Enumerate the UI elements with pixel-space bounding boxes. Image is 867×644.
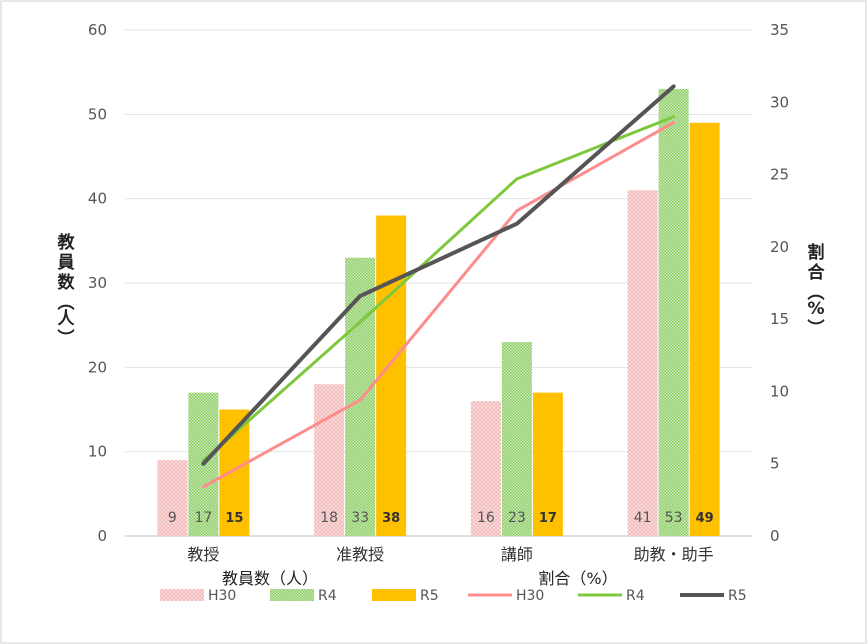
y-left-tick-label: 40 bbox=[88, 190, 107, 208]
y-left-tick-label: 0 bbox=[97, 527, 107, 545]
y-left-tick-label: 10 bbox=[88, 443, 107, 461]
bar-data-label: 33 bbox=[351, 510, 369, 526]
bar-h30 bbox=[470, 401, 501, 536]
bar-r5 bbox=[532, 392, 563, 536]
y-right-tick-label: 15 bbox=[770, 310, 789, 328]
bar-h30 bbox=[314, 384, 345, 536]
legend-swatch-bar-h30 bbox=[160, 589, 204, 601]
legend-swatch-bar-r4 bbox=[270, 589, 314, 601]
x-category-label: 講師 bbox=[501, 545, 533, 564]
line-series-h30 bbox=[201, 121, 676, 489]
legend-label: R5 bbox=[728, 588, 747, 604]
legend-label: R4 bbox=[626, 588, 645, 604]
legend-label: H30 bbox=[516, 588, 544, 604]
y-left-tick-label: 20 bbox=[88, 358, 107, 376]
bar-data-label: 41 bbox=[634, 510, 652, 526]
bar-data-label: 53 bbox=[665, 510, 683, 526]
y-right-tick-label: 0 bbox=[770, 527, 780, 545]
legend-label: R4 bbox=[318, 588, 337, 604]
line-legend-group-title: 割合（%） bbox=[538, 569, 617, 588]
y-right-tick-label: 20 bbox=[770, 238, 789, 256]
bars bbox=[157, 89, 720, 537]
bar-r5 bbox=[689, 122, 720, 537]
bar-r4 bbox=[658, 89, 689, 537]
bar-r4 bbox=[501, 342, 532, 536]
x-category-label: 准教授 bbox=[336, 545, 384, 564]
y-right-tick-label: 25 bbox=[770, 166, 789, 184]
line-series-r4 bbox=[201, 115, 676, 463]
bar-data-label: 9 bbox=[168, 510, 177, 526]
y-right-tick-label: 5 bbox=[770, 455, 780, 473]
lines bbox=[201, 84, 676, 489]
bar-data-label: 17 bbox=[539, 511, 557, 526]
y-right-tick-label: 30 bbox=[770, 93, 789, 111]
bar-data-label: 16 bbox=[477, 510, 495, 526]
data-labels: 9 18 16 41 17 33 23 53 15 38 17 49 bbox=[168, 510, 714, 526]
legend: H30 R4 R5 H30 R4 R5 bbox=[160, 588, 747, 604]
bar-data-label: 49 bbox=[696, 511, 714, 526]
bar-data-label: 38 bbox=[382, 511, 400, 526]
bar-data-label: 23 bbox=[508, 510, 526, 526]
line-series-r5 bbox=[201, 84, 676, 466]
x-category-label: 助教・助手 bbox=[634, 545, 714, 564]
bar-h30 bbox=[157, 460, 188, 536]
legend-label: R5 bbox=[420, 588, 439, 604]
y-left-tick-label: 60 bbox=[88, 21, 107, 39]
bar-data-label: 17 bbox=[194, 510, 212, 526]
y-left-tick-label: 50 bbox=[88, 105, 107, 123]
axes: 0 10 20 30 40 50 60 0 5 10 15 20 25 30 35 教授 准教授 講師 助教・助手 bbox=[88, 21, 789, 564]
x-category-label: 教授 bbox=[187, 545, 219, 564]
legend-label: H30 bbox=[208, 588, 236, 604]
bar-legend-group-title: 教員数（人） bbox=[222, 569, 318, 588]
y-left-axis-title: 教員数︵人︶ bbox=[57, 232, 76, 349]
bar-h30 bbox=[627, 190, 658, 536]
y-right-tick-label: 35 bbox=[770, 21, 789, 39]
bar-data-label: 18 bbox=[320, 510, 338, 526]
legend-swatch-bar-r5 bbox=[372, 589, 416, 601]
y-left-tick-label: 30 bbox=[88, 274, 107, 292]
y-right-tick-label: 10 bbox=[770, 382, 789, 400]
y-right-axis-title: 割合︵% ︶ bbox=[807, 242, 825, 339]
bar-r4 bbox=[345, 257, 376, 536]
bar-data-label: 15 bbox=[225, 511, 243, 526]
